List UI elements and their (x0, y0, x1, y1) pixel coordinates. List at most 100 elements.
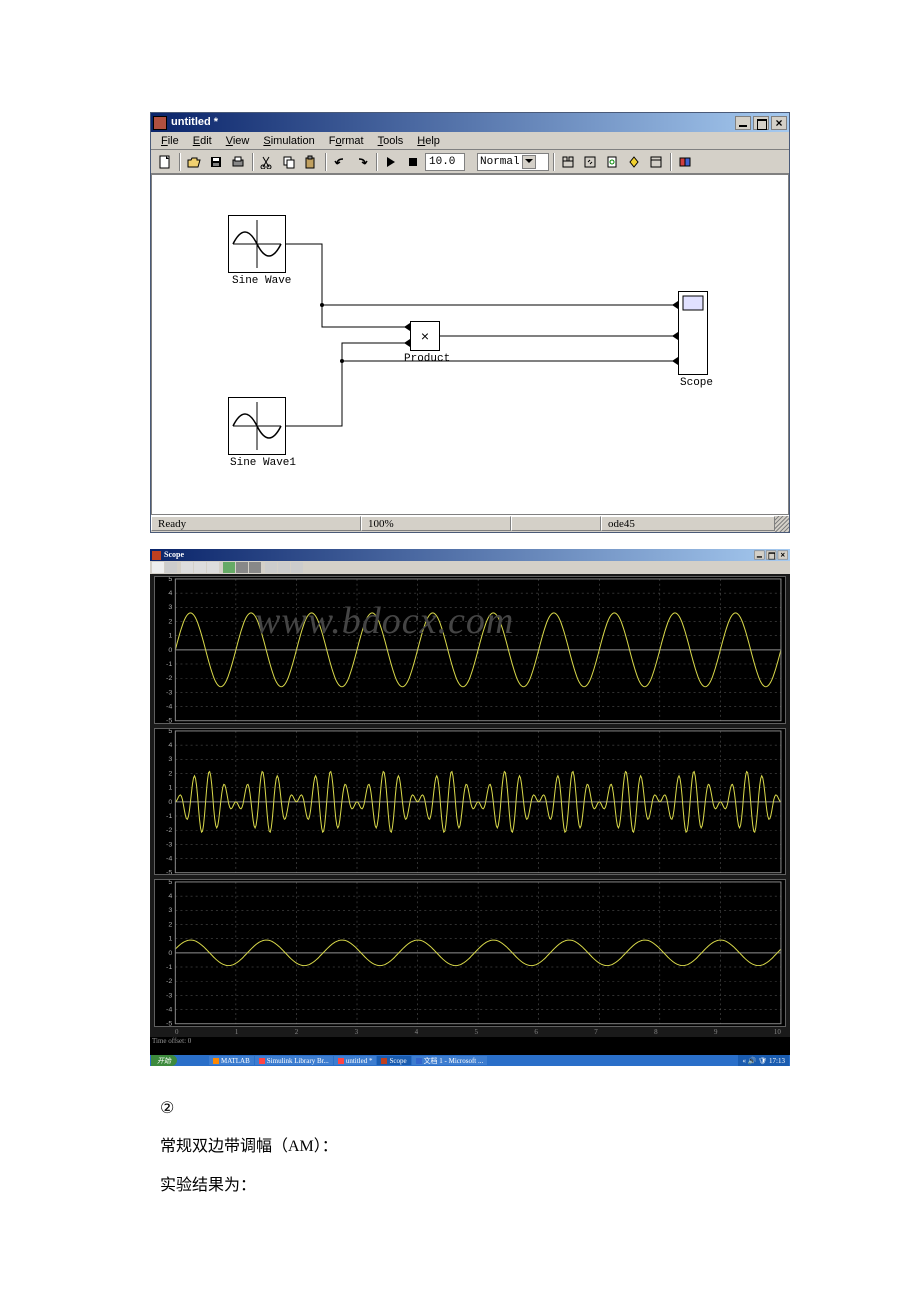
menu-view[interactable]: View (220, 133, 256, 149)
tray-icons: « 🔊 🛡 (742, 1057, 767, 1065)
svg-text:2: 2 (168, 770, 172, 777)
svg-text:-1: -1 (166, 813, 172, 820)
print-icon[interactable] (152, 562, 164, 573)
scope-minimize-button[interactable] (754, 550, 764, 559)
close-button[interactable] (771, 116, 787, 130)
svg-text:4: 4 (168, 742, 172, 749)
svg-text:3: 3 (168, 908, 172, 915)
maximize-button[interactable] (753, 116, 769, 130)
sim-mode-select[interactable]: Normal (477, 153, 549, 171)
sine-wave-block[interactable] (228, 215, 286, 273)
target-icon[interactable] (580, 152, 600, 172)
zoom-x-icon[interactable] (194, 562, 206, 573)
redo-icon[interactable] (352, 152, 372, 172)
stop-icon[interactable] (403, 152, 423, 172)
library-browser-icon[interactable] (675, 152, 695, 172)
save-icon[interactable] (206, 152, 226, 172)
svg-text:-4: -4 (166, 1007, 172, 1014)
model-explorer-icon[interactable] (646, 152, 666, 172)
refresh-icon[interactable] (602, 152, 622, 172)
scope-block[interactable] (678, 291, 708, 375)
signal-select-icon[interactable] (291, 562, 303, 573)
scope-pane-3[interactable]: -5-4-3-2-1012345 012345678910 (154, 879, 786, 1027)
svg-text:3: 3 (168, 604, 172, 611)
svg-text:-2: -2 (166, 827, 172, 834)
svg-text:-3: -3 (166, 993, 172, 1000)
menu-help[interactable]: Help (411, 133, 446, 149)
system-tray[interactable]: « 🔊 🛡 17:13 (738, 1055, 789, 1066)
note-line-1: 常规双边带调幅（AM）： (160, 1128, 920, 1166)
scope-pane-1[interactable]: -5-4-3-2-1012345 www.bdocx.com (154, 576, 786, 724)
svg-text:4: 4 (168, 590, 172, 597)
sine-wave1-block[interactable] (228, 397, 286, 455)
menu-format[interactable]: Format (323, 133, 370, 149)
menu-file[interactable]: File (155, 133, 185, 149)
model-canvas[interactable]: Sine Wave Sine Wave1 × Product Scope (151, 174, 789, 515)
params-icon[interactable] (165, 562, 177, 573)
cut-icon[interactable] (257, 152, 277, 172)
menu-tools[interactable]: Tools (372, 133, 410, 149)
taskbar-matlab[interactable]: MATLAB (209, 1056, 254, 1065)
taskbar-untitled[interactable]: untitled * (334, 1056, 377, 1065)
scope-titlebar[interactable]: Scope (150, 549, 790, 561)
svg-text:1: 1 (168, 936, 172, 943)
taskbar-library[interactable]: Simulink Library Br... (255, 1056, 333, 1065)
taskbar-scope[interactable]: Scope (377, 1056, 410, 1065)
status-ready: Ready (151, 516, 361, 531)
svg-text:0: 0 (168, 950, 172, 957)
svg-text:0: 0 (168, 799, 172, 806)
scope-window: Scope -5-4-3-2-1012345 www.bdocx.com -5-… (150, 549, 790, 1055)
menu-edit[interactable]: Edit (187, 133, 218, 149)
sim-mode-value: Normal (480, 156, 520, 168)
zoom-icon[interactable] (181, 562, 193, 573)
resize-grip-icon[interactable] (775, 516, 789, 532)
paste-icon[interactable] (301, 152, 321, 172)
stop-time-field[interactable]: 10.0 (425, 153, 465, 171)
product-glyph: × (421, 328, 429, 344)
scope-icon (152, 551, 161, 560)
restore-axis-icon[interactable] (249, 562, 261, 573)
svg-text:1: 1 (168, 784, 172, 791)
clock: 17:13 (769, 1057, 785, 1065)
build-icon[interactable] (558, 152, 578, 172)
titlebar[interactable]: untitled * (151, 113, 789, 132)
minimize-button[interactable] (735, 116, 751, 130)
svg-text:5: 5 (168, 577, 172, 583)
taskbar-word[interactable]: 文档 1 - Microsoft ... (412, 1056, 488, 1065)
scope-maximize-button[interactable] (766, 550, 776, 559)
open-icon[interactable] (184, 152, 204, 172)
start-button[interactable]: 开始 (151, 1055, 177, 1066)
svg-text:5: 5 (168, 729, 172, 735)
product-block[interactable]: × (410, 321, 440, 351)
lock-icon[interactable] (278, 562, 290, 573)
svg-text:-1: -1 (166, 964, 172, 971)
print-icon[interactable] (228, 152, 248, 172)
scope-close-button[interactable] (778, 550, 788, 559)
save-axis-icon[interactable] (236, 562, 248, 573)
sine-wave1-label: Sine Wave1 (230, 457, 296, 469)
taskbar[interactable]: 开始 MATLAB Simulink Library Br... untitle… (150, 1055, 790, 1066)
dropdown-icon[interactable] (522, 155, 536, 169)
menu-simulation[interactable]: Simulation (257, 133, 320, 149)
note-line-2: 实验结果为： (160, 1167, 920, 1205)
svg-text:4: 4 (168, 894, 172, 901)
scope-body: -5-4-3-2-1012345 www.bdocx.com -5-4-3-2-… (150, 574, 790, 1037)
product-label: Product (404, 353, 450, 365)
undo-icon[interactable] (330, 152, 350, 172)
autoscale-icon[interactable] (223, 562, 235, 573)
svg-text:0: 0 (168, 647, 172, 654)
float-icon[interactable] (265, 562, 277, 573)
copy-icon[interactable] (279, 152, 299, 172)
scope-pane-2[interactable]: -5-4-3-2-1012345 (154, 728, 786, 876)
time-offset-label: Time offset: 0 (152, 1037, 191, 1045)
menubar[interactable]: File Edit View Simulation Format Tools H… (151, 132, 789, 150)
new-icon[interactable] (155, 152, 175, 172)
quicklaunch[interactable] (178, 1056, 208, 1065)
play-icon[interactable] (381, 152, 401, 172)
svg-text:-3: -3 (166, 689, 172, 696)
svg-text:-2: -2 (166, 675, 172, 682)
debug-icon[interactable] (624, 152, 644, 172)
zoom-y-icon[interactable] (207, 562, 219, 573)
x-tick-labels: 012345678910 (175, 1028, 781, 1036)
sine-wave-label: Sine Wave (232, 275, 291, 287)
